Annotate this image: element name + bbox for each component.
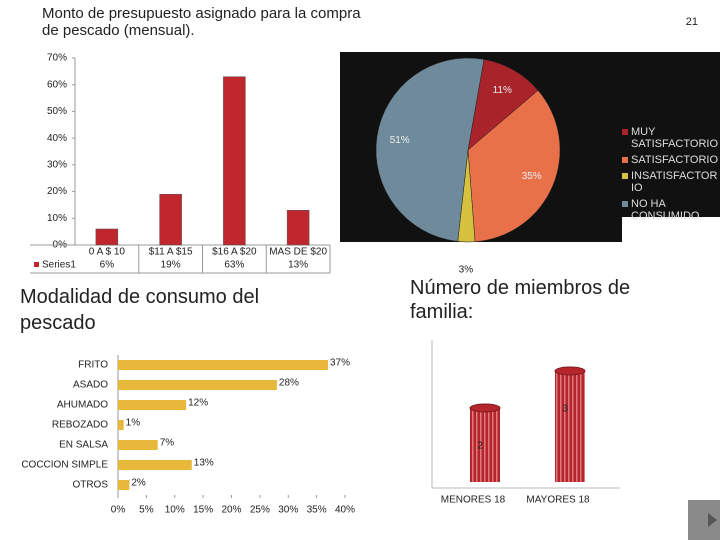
legend-item: NO HA CONSUMIDO [622,198,718,222]
x-tick-label: 5% [139,505,154,516]
bar-top [469,403,501,413]
legend-swatch [622,201,628,207]
x-tick-label: MAYORES 18 [526,495,590,506]
legend-label: NO HA CONSUMIDO [631,198,700,222]
y-tick-label: 20% [47,186,67,197]
x-tick-label: $16 A $20 [212,247,257,258]
bar [286,210,310,246]
legend-label: INSATISFACTORIO [631,170,718,194]
x-tick-label: 20% [221,505,241,516]
legend-item: SATISFACTORIO [622,154,718,166]
slide-number: 21 [686,16,698,28]
value-label: 35% [522,171,542,182]
chart-title: Modalidad de consumo del pescado [20,286,260,334]
x-tick-label: 10% [165,505,185,516]
value-label: 2% [131,478,146,489]
legend-swatch [622,157,628,163]
value-label: 12% [188,398,208,409]
bar [118,400,187,410]
value-label: 6% [100,260,115,271]
legend-swatch [622,173,628,179]
legend-item: MUY SATISFACTORIO [622,126,718,150]
bar [555,371,585,482]
x-tick-label: MENORES 18 [441,495,506,506]
y-tick-label: AHUMADO [57,400,108,411]
value-label: 2 [477,441,483,452]
bar [223,76,246,246]
value-label: 3% [459,265,474,276]
y-tick-label: REBOZADO [52,420,108,431]
value-label: 7% [160,438,175,449]
y-tick-label: 60% [47,79,67,90]
legend-swatch [34,262,39,267]
bar [118,420,124,430]
x-tick-label: MAS DE $20 [269,247,327,258]
x-tick-label: 35% [307,505,327,516]
y-tick-label: OTROS [72,480,108,491]
chart-title: Monto de presupuesto asignado para la co… [42,5,361,39]
y-tick-label: ASADO [73,380,108,391]
x-tick-label: 0% [111,505,126,516]
bar [118,440,158,450]
pie-slice [467,90,561,242]
legend-swatch [622,129,628,135]
value-label: 13% [288,260,308,271]
value-label: 51% [390,135,410,146]
value-label: 63% [224,260,244,271]
value-label: 19% [161,260,181,271]
value-label: 3 [562,404,568,415]
legend-background [620,52,720,217]
bar [470,408,500,482]
bar [118,480,130,490]
value-label: 1% [126,418,141,429]
value-label: 37% [330,358,350,369]
bar [159,193,182,246]
legend-item: INSATISFACTORIO [622,170,718,194]
legend-label: Series1 [42,260,76,271]
y-tick-label: COCCION SIMPLE [21,460,108,471]
x-tick-label: 40% [335,505,355,516]
y-tick-label: 50% [47,106,67,117]
y-tick-label: 70% [47,53,67,64]
bar-top [554,366,586,376]
bar [118,460,192,470]
bar [118,380,277,390]
x-tick-label: 15% [193,505,213,516]
chart-title: Número de miembros de familia: [410,277,631,323]
legend-label: MUY SATISFACTORIO [631,126,718,150]
x-tick-label: $11 A $15 [149,247,193,258]
bar [95,228,119,246]
y-tick-label: 40% [47,133,67,144]
bar [118,360,328,370]
x-tick-label: 30% [278,505,298,516]
value-label: 13% [194,458,214,469]
y-tick-label: FRITO [78,360,108,371]
x-tick-label: 25% [250,505,270,516]
y-tick-label: 30% [47,159,67,170]
value-label: 28% [279,378,299,389]
value-label: 11% [493,85,512,96]
x-tick-label: 0 A $ 10 [89,247,126,258]
y-tick-label: 10% [47,213,67,224]
pie-slice [375,57,485,242]
legend: MUY SATISFACTORIO SATISFACTORIO INSATISFAC… [622,126,718,226]
y-tick-label: EN SALSA [59,440,108,451]
legend-label: SATISFACTORIO [631,154,718,166]
nav-arrow[interactable] [694,513,717,527]
